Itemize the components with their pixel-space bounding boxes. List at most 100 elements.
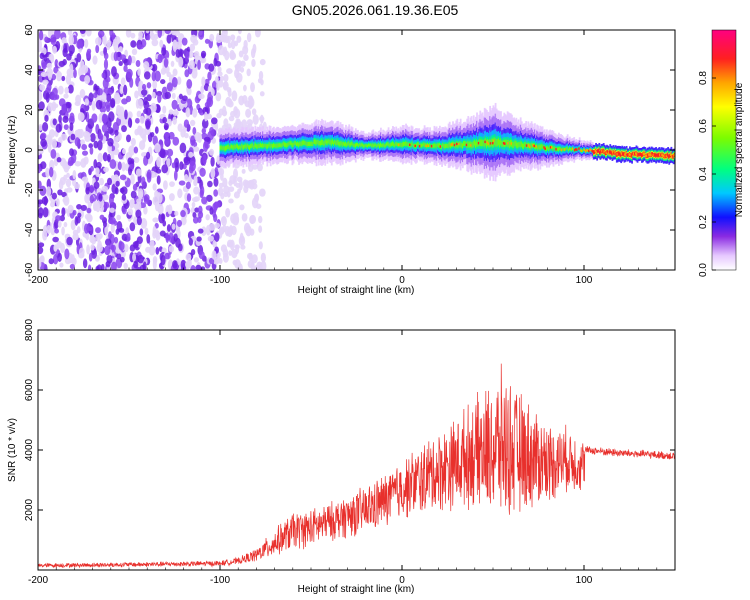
spectrogram-cell bbox=[53, 66, 59, 74]
spectrogram-cell bbox=[137, 68, 141, 76]
spectrogram-ridge-cell bbox=[382, 143, 385, 148]
spectrogram-cell bbox=[215, 92, 222, 102]
spectrogram-cell bbox=[231, 90, 238, 102]
spectrogram-cell bbox=[47, 135, 53, 146]
spectrogram-cell bbox=[259, 91, 265, 97]
spectrogram-cell bbox=[185, 98, 193, 109]
spectrogram-cell bbox=[62, 115, 69, 123]
spectrogram-cell bbox=[91, 248, 98, 259]
spectrogram-cell bbox=[143, 71, 151, 80]
spectrogram-x-axis-label: Height of straight line (km) bbox=[298, 285, 415, 296]
spectrogram-ridge-cell bbox=[374, 142, 377, 146]
spectrogram-peak-cell bbox=[595, 151, 599, 154]
spectrogram-cell bbox=[119, 256, 125, 263]
spectrogram-cell bbox=[92, 92, 98, 99]
spectrogram-cell bbox=[66, 236, 73, 246]
spectrogram-ridge-cell bbox=[239, 145, 241, 150]
spectrogram-cell bbox=[95, 37, 102, 46]
spectrogram-cell bbox=[87, 201, 93, 207]
spectrogram-cell bbox=[132, 253, 137, 262]
spectrogram-cell bbox=[192, 216, 199, 224]
spectrogram-cell bbox=[138, 140, 146, 151]
spectrogram-cell bbox=[110, 97, 116, 109]
spectrogram-cell bbox=[88, 252, 93, 262]
spectrogram-cell bbox=[139, 228, 144, 236]
spectrogram-ridge-cell bbox=[565, 147, 568, 150]
spectrogram-cell bbox=[107, 177, 113, 186]
spectrogram-ridge-cell bbox=[315, 140, 318, 146]
spectrogram-ridge-cell bbox=[538, 144, 541, 149]
spectrogram-cell bbox=[157, 30, 163, 39]
spectrogram-cell bbox=[47, 142, 52, 153]
spectrogram-ridge-cell bbox=[350, 141, 353, 146]
spectrogram-cell bbox=[127, 157, 133, 165]
spectrogram-cell bbox=[137, 201, 142, 211]
spectrogram-cell bbox=[63, 221, 68, 228]
spectrogram-ridge-cell bbox=[359, 143, 362, 146]
spectrogram-cell bbox=[228, 198, 234, 204]
spectrogram-peak-cell bbox=[583, 148, 587, 152]
spectrogram-cell bbox=[184, 132, 189, 139]
spectrogram-cell bbox=[41, 61, 47, 70]
spectrogram-cell bbox=[118, 46, 124, 53]
spectrogram-cell bbox=[141, 176, 146, 187]
colorbar-ticks: 0.0 0.2 0.4 0.6 0.8 bbox=[698, 71, 716, 277]
spectrogram-cell bbox=[250, 47, 256, 59]
spectrogram-cell bbox=[100, 263, 105, 270]
spectrogram-cell bbox=[107, 127, 114, 134]
spectrogram-cell bbox=[45, 92, 50, 103]
spectrogram-cell bbox=[38, 246, 44, 255]
spectrogram-cell bbox=[73, 182, 81, 190]
spectrogram-cell bbox=[180, 210, 186, 218]
spectrogram-cell bbox=[88, 92, 94, 103]
spectrogram-cell bbox=[176, 76, 182, 85]
spectrogram-cell bbox=[197, 228, 204, 234]
spectrogram-cell bbox=[95, 202, 101, 213]
spectrogram-ridge-cell bbox=[252, 143, 255, 148]
spectrogram-cell bbox=[186, 87, 192, 96]
spectrogram-cell bbox=[104, 238, 112, 246]
spectrogram-cell bbox=[164, 252, 170, 260]
spectrogram-cell bbox=[67, 30, 73, 36]
spectrogram-cell bbox=[123, 64, 128, 73]
spectrogram-cell bbox=[181, 95, 188, 102]
spectrogram-cell bbox=[55, 198, 60, 207]
spectrogram-cell bbox=[38, 242, 45, 248]
spectrogram-cell bbox=[38, 180, 42, 189]
spectrogram-ridge-cell bbox=[434, 143, 437, 148]
spectrogram-ridge-cell bbox=[524, 142, 526, 148]
spectrogram-cell bbox=[219, 75, 225, 82]
spectrogram-cell bbox=[259, 188, 266, 197]
spectrogram-cell bbox=[99, 177, 105, 186]
spectrogram-cell bbox=[216, 155, 221, 165]
spectrogram-ridge-cell bbox=[361, 142, 364, 146]
spectrogram-cell bbox=[63, 124, 69, 131]
spectrogram-cell bbox=[39, 84, 46, 91]
spectrogram-cell bbox=[214, 232, 220, 242]
spectrogram-cell bbox=[178, 180, 186, 186]
spectrogram-cell bbox=[171, 162, 176, 169]
spectrogram-cell bbox=[38, 124, 43, 131]
spectrogram-ridge-cell bbox=[378, 144, 381, 148]
spectrogram-ridge-cell bbox=[387, 142, 390, 146]
spectrogram-ridge-cell bbox=[393, 142, 395, 147]
spectrogram-cell bbox=[121, 233, 129, 242]
spectrogram-cell bbox=[238, 263, 243, 270]
spectrogram-cell bbox=[61, 37, 67, 44]
spectrogram-cell bbox=[137, 98, 144, 110]
spectrogram-cell bbox=[250, 261, 255, 270]
spectrogram-cell bbox=[121, 125, 127, 133]
spectrogram-ridge-cell bbox=[515, 140, 518, 147]
spectrogram-cell bbox=[40, 71, 48, 78]
spectrogram-cell bbox=[39, 185, 47, 197]
spectrogram-ridge-cell bbox=[405, 141, 407, 146]
spectrogram-ridge-cell bbox=[232, 145, 235, 151]
spectrogram-ridge-cell bbox=[260, 144, 263, 148]
spectrogram-cell bbox=[245, 108, 252, 118]
spectrogram-ridge-cell bbox=[221, 146, 224, 151]
spectrogram-cell bbox=[46, 62, 53, 69]
spectrogram-cell bbox=[160, 79, 166, 85]
spectrogram-cell bbox=[79, 30, 86, 34]
spectrogram-cell bbox=[243, 39, 248, 49]
spectrogram-ridge-cell bbox=[446, 144, 449, 148]
